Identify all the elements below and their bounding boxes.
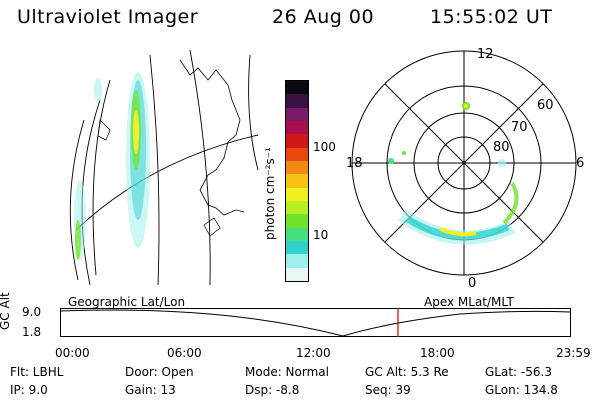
polar-label-top: 12 — [477, 47, 494, 62]
lat-label-60: 60 — [537, 98, 554, 113]
gain-info: Gain: 13 — [125, 383, 176, 397]
polar-label-right: 6 — [576, 156, 585, 171]
glon-info: GLon: 134.8 — [485, 383, 558, 397]
door-info: Door: Open — [125, 365, 194, 379]
colorbar-segment — [286, 214, 308, 228]
altitude-curve — [60, 309, 571, 337]
coastline — [179, 59, 245, 216]
lat-label-70: 70 — [511, 120, 528, 135]
timeline-xtick-0000: 00:00 — [55, 346, 90, 360]
timeline-xtick-2359: 23:59 — [556, 346, 591, 360]
filter-info: Flt: LBHL — [10, 365, 64, 379]
polar-label-bottom: 0 — [468, 276, 477, 291]
colorbar-tick-100: 100 — [313, 140, 336, 154]
colorbar-tick-10: 10 — [313, 228, 329, 242]
colorbar-segment — [286, 81, 308, 95]
aurora-oval — [388, 102, 519, 245]
colorbar-segment — [286, 227, 308, 242]
geographic-caption: Geographic Lat/Lon — [68, 295, 186, 309]
gc-alt-info: GC Alt: 5.3 Re — [365, 365, 449, 379]
timeline-ytick-9: 9.0 — [22, 305, 42, 319]
dsp-info: Dsp: -8.8 — [245, 383, 300, 397]
colorbar-segment — [286, 121, 308, 135]
geographic-map — [69, 49, 259, 286]
colorbar-unit-label: photon cm⁻²s⁻¹ — [263, 147, 277, 240]
seq-info: Seq: 39 — [365, 383, 411, 397]
colorbar-segment — [286, 174, 308, 188]
timeline-xtick-0600: 06:00 — [167, 346, 202, 360]
meridian-line — [149, 54, 160, 286]
apex-caption: Apex MLat/MLT — [424, 295, 514, 309]
colorbar — [285, 80, 309, 282]
colorbar-segment — [286, 134, 308, 148]
polar-map — [351, 50, 577, 276]
timeline-xtick-1800: 18:00 — [420, 346, 455, 360]
colorbar-segment — [286, 147, 308, 162]
meridian-line — [69, 119, 85, 281]
colorbar-segment — [286, 161, 308, 175]
instrument-title: Ultraviolet Imager — [17, 6, 199, 28]
timeline-xtick-1200: 12:00 — [296, 346, 331, 360]
colorbar-segment — [286, 94, 308, 108]
meridian-line — [248, 54, 259, 171]
parallel-line — [75, 134, 259, 231]
parallel-line — [92, 79, 111, 276]
timeline-ytick-1-8: 1.8 — [22, 325, 42, 339]
polar-label-left: 18 — [346, 156, 363, 171]
colorbar-segment — [286, 107, 308, 122]
colorbar-segment — [286, 201, 308, 215]
mode-info: Mode: Normal — [245, 365, 329, 379]
glat-info: GLat: -56.3 — [485, 365, 552, 379]
colorbar-segment — [286, 254, 308, 268]
colorbar-segment — [286, 241, 308, 255]
colorbar-segment — [286, 187, 308, 202]
date-label: 26 Aug 00 — [272, 6, 375, 28]
colorbar-segment — [286, 267, 308, 281]
time-label: 15:55:02 UT — [430, 6, 553, 28]
lat-label-80: 80 — [493, 140, 510, 155]
timeline-plot — [60, 308, 571, 337]
aurora-emission — [74, 72, 150, 260]
meridian-line — [189, 49, 211, 286]
timeline-ylabel: GC Alt — [0, 292, 12, 330]
ip-info: IP: 9.0 — [10, 383, 48, 397]
meridian-line — [81, 99, 101, 286]
